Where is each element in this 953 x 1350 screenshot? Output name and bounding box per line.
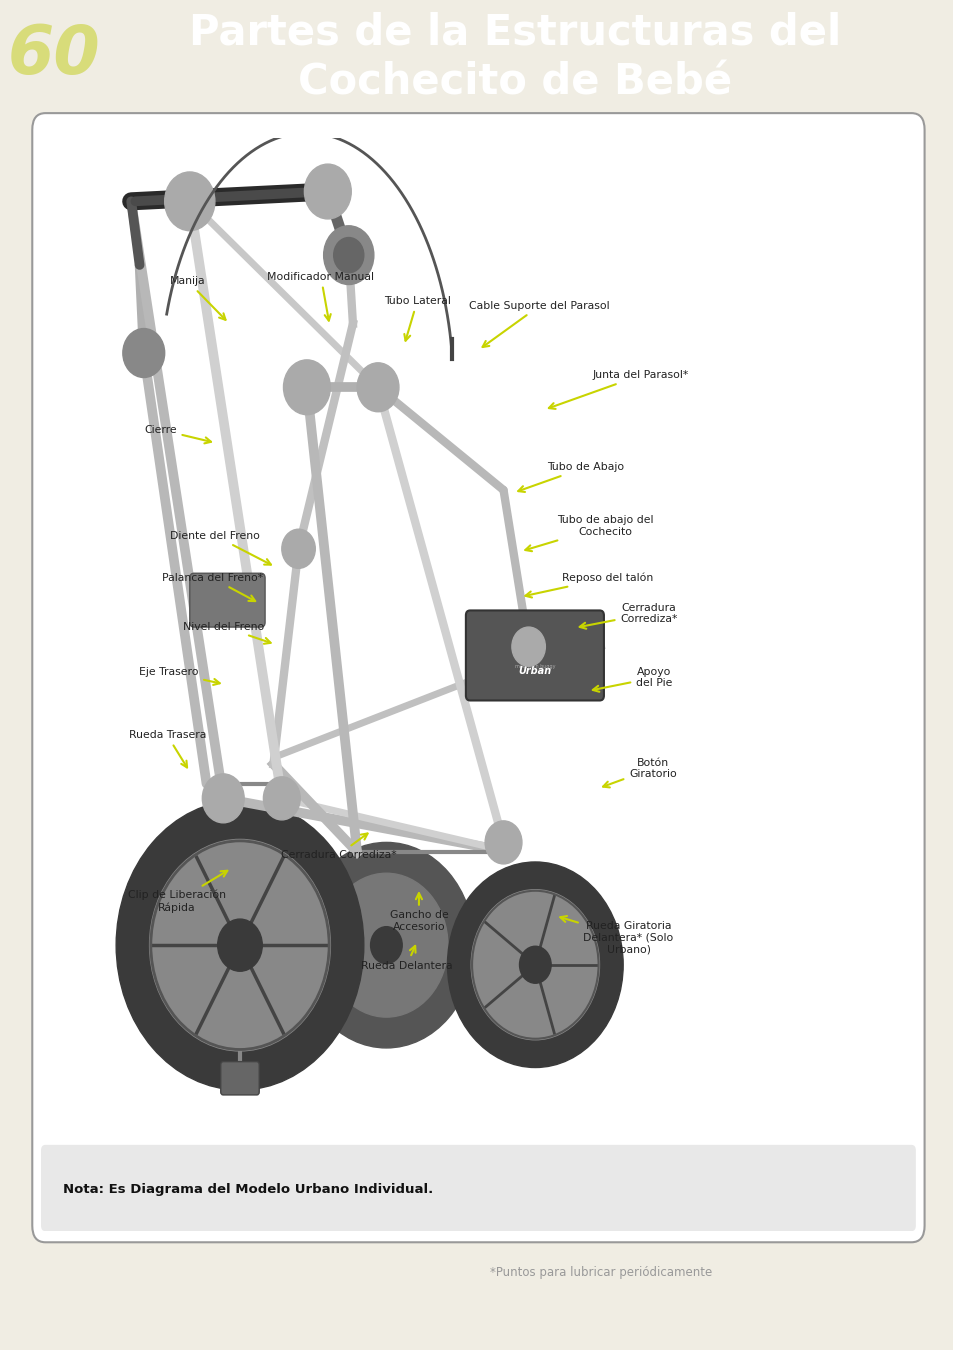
Circle shape: [334, 238, 363, 273]
Circle shape: [512, 626, 545, 667]
Text: Junta del Parasol*: Junta del Parasol*: [548, 370, 688, 409]
FancyBboxPatch shape: [465, 610, 603, 701]
Text: Cochecito de Bebé: Cochecito de Bebé: [297, 62, 732, 104]
Text: Tubo de Abajo: Tubo de Abajo: [517, 462, 623, 491]
Text: Rueda Giratoria
Delantera* (Solo
Urbano): Rueda Giratoria Delantera* (Solo Urbano): [559, 917, 673, 954]
Text: Eje Trasero: Eje Trasero: [139, 667, 219, 684]
Circle shape: [263, 776, 300, 819]
Circle shape: [150, 840, 330, 1050]
Text: Diente del Freno: Diente del Freno: [171, 531, 271, 564]
FancyBboxPatch shape: [190, 574, 265, 626]
FancyBboxPatch shape: [41, 1145, 915, 1231]
Circle shape: [325, 873, 447, 1017]
Text: Apoyo
del Pie: Apoyo del Pie: [592, 667, 672, 691]
Text: Botón
Giratorio: Botón Giratorio: [602, 757, 676, 787]
Circle shape: [298, 842, 474, 1048]
Circle shape: [447, 863, 622, 1068]
Text: Cable Suporte del Parasol: Cable Suporte del Parasol: [469, 301, 609, 347]
Text: Tubo de abajo del
Cochecito: Tubo de abajo del Cochecito: [525, 516, 653, 551]
Text: mountain buggy: mountain buggy: [515, 664, 555, 670]
Circle shape: [330, 234, 367, 277]
FancyBboxPatch shape: [220, 1061, 259, 1095]
Circle shape: [370, 926, 402, 964]
Circle shape: [165, 171, 214, 231]
Circle shape: [323, 225, 374, 285]
Text: Modificador Manual: Modificador Manual: [267, 271, 375, 321]
Text: Tubo Lateral: Tubo Lateral: [383, 296, 450, 340]
Circle shape: [471, 890, 598, 1040]
Circle shape: [304, 165, 351, 219]
Text: Reposo del talón: Reposo del talón: [525, 572, 652, 598]
Text: Gancho de
Accesorio: Gancho de Accesorio: [389, 894, 448, 931]
Text: Cerradura
Corrediza*: Cerradura Corrediza*: [579, 602, 677, 629]
Text: Palanca del Freno*: Palanca del Freno*: [162, 572, 263, 601]
Text: Clip de Liberación
Rápida: Clip de Liberación Rápida: [128, 871, 227, 913]
Circle shape: [281, 529, 314, 568]
Text: Rueda Trasera: Rueda Trasera: [129, 730, 206, 767]
Text: Manija: Manija: [170, 277, 225, 320]
Text: Nivel del Freno: Nivel del Freno: [183, 622, 271, 644]
Circle shape: [123, 328, 165, 378]
Text: Nota: Es Diagrama del Modelo Urbano Individual.: Nota: Es Diagrama del Modelo Urbano Indi…: [63, 1183, 433, 1196]
Circle shape: [217, 919, 262, 971]
Text: Partes de la Estructuras del: Partes de la Estructuras del: [189, 11, 841, 53]
Text: Rueda Delantera: Rueda Delantera: [360, 946, 452, 971]
Circle shape: [283, 360, 330, 414]
Circle shape: [116, 801, 363, 1089]
Text: 60: 60: [8, 22, 101, 88]
Circle shape: [519, 946, 551, 983]
FancyBboxPatch shape: [32, 113, 923, 1242]
Circle shape: [356, 363, 398, 412]
Text: Cierre: Cierre: [144, 425, 211, 443]
Circle shape: [485, 821, 521, 864]
Text: Urban: Urban: [518, 666, 552, 676]
Circle shape: [202, 774, 244, 824]
Text: Cerradura Corrediza*: Cerradura Corrediza*: [280, 833, 395, 860]
Text: *Puntos para lubricar periódicamente: *Puntos para lubricar periódicamente: [490, 1266, 711, 1280]
